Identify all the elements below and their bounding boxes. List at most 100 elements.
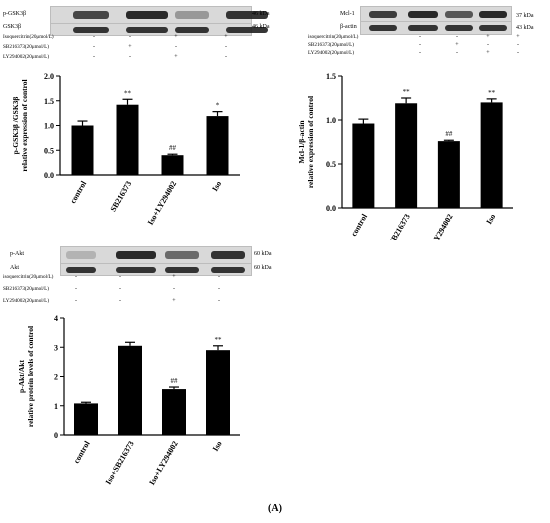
condition-value: - xyxy=(129,34,131,40)
conditions-table: isoquercitrin(20μmol/L) - - + + SB216373(20μm… xyxy=(280,34,550,62)
condition-value: + xyxy=(224,34,228,40)
y-axis-label-line: relative expression of control xyxy=(20,79,29,171)
condition-value: - xyxy=(119,274,121,280)
condition-label: SB216373(20μmol/L) xyxy=(3,44,50,50)
blot-band xyxy=(479,25,507,31)
bar xyxy=(118,345,142,435)
condition-value: - xyxy=(93,34,95,40)
figure-label: (A) xyxy=(268,503,282,514)
panel-mcl1: Mcl-1 β-actin 37 kDa 43 kDa isoquercitri… xyxy=(280,0,550,240)
condition-value: - xyxy=(93,44,95,50)
blot-band xyxy=(226,11,268,19)
x-tick-label: SB216373 xyxy=(387,213,412,241)
molecular-weight-label: 46 kDa xyxy=(252,11,270,17)
molecular-weight-label: 37 kDa xyxy=(516,13,534,19)
y-tick-label: 2.0 xyxy=(44,72,54,81)
condition-value: - xyxy=(75,286,77,292)
condition-label: isoquercitrin(20μmol/L) xyxy=(308,34,359,40)
condition-value: + xyxy=(172,298,176,304)
y-axis-label: p-GSK3β /GSK3βrelative expression of con… xyxy=(11,79,29,171)
bar xyxy=(162,389,186,435)
western-blot-image xyxy=(60,246,252,264)
y-tick-label: 0.5 xyxy=(44,146,54,155)
blot-band xyxy=(408,10,438,18)
y-tick-label: 2 xyxy=(54,373,58,382)
x-tick-label: Iso xyxy=(211,440,224,453)
blot-band xyxy=(408,25,438,31)
panel-akt: p-Akt Akt 60 kDa 60 kDa isoquercitrin(20… xyxy=(0,240,300,500)
bar xyxy=(437,141,460,208)
bar-chart-mcl1: 0.0 0.5 1.0 1.5 Mcl-1/β-actinrelative expres… xyxy=(297,72,513,241)
condition-label: isoquercitrin(20μmol/L) xyxy=(3,274,54,280)
blot-band xyxy=(66,266,96,273)
y-tick-label: 1.0 xyxy=(326,116,336,125)
condition-label: SB216373(20μmol/L) xyxy=(308,42,355,48)
significance-label: ** xyxy=(215,336,223,344)
condition-value: - xyxy=(129,54,131,60)
significance-label: ** xyxy=(124,89,132,97)
condition-value: + xyxy=(128,44,132,50)
condition-value: - xyxy=(119,298,121,304)
condition-value: - xyxy=(218,274,220,280)
condition-value: - xyxy=(225,44,227,50)
condition-value: + xyxy=(516,34,520,40)
bar xyxy=(206,350,230,435)
blot-row-label: β-actin xyxy=(340,24,357,30)
bar-chart-gsk3b: 0.0 0.5 1.0 1.5 2.0 p-GSK3β /GSK3βrelative ex… xyxy=(11,72,240,227)
y-axis-label: Mcl-1/β-actinrelative expression of cont… xyxy=(297,96,315,188)
y-tick-label: 4 xyxy=(54,314,58,323)
blot-band xyxy=(66,251,96,259)
y-tick-label: 0.0 xyxy=(326,204,336,213)
blot-row-label: GSK3β xyxy=(3,24,22,30)
significance-label: ## xyxy=(445,130,453,138)
y-tick-label: 0 xyxy=(54,431,58,440)
y-tick-label: 0.0 xyxy=(44,171,54,180)
y-axis-label: p-Akt/Aktrelative protein levels of cont… xyxy=(17,326,35,427)
bar xyxy=(161,155,184,175)
significance-label: ** xyxy=(488,89,496,97)
condition-value: + xyxy=(174,54,178,60)
condition-value: + xyxy=(455,42,459,48)
blot-band xyxy=(479,10,507,18)
condition-value: - xyxy=(225,54,227,60)
blot-row-label: p-Akt xyxy=(10,251,24,257)
y-tick-label: 1.0 xyxy=(44,122,54,131)
condition-value: - xyxy=(175,44,177,50)
condition-value: - xyxy=(419,42,421,48)
condition-label: LY294002(20μmol/L) xyxy=(308,50,355,56)
x-tick-label: control xyxy=(349,212,369,238)
blot-band xyxy=(126,26,168,33)
y-tick-label: 3 xyxy=(54,343,58,352)
molecular-weight-label: 60 kDa xyxy=(254,265,272,271)
western-blot-image xyxy=(60,263,252,276)
condition-label: LY294002(20μmol/L) xyxy=(3,54,50,60)
blot-band xyxy=(175,11,209,19)
x-tick-label: Iso+SB216373 xyxy=(104,440,136,487)
x-tick-label: Iso xyxy=(484,213,497,226)
significance-label: ## xyxy=(169,144,177,152)
y-axis-label-line: relative expression of control xyxy=(306,96,315,188)
bar xyxy=(480,102,503,208)
y-axis-label-line: relative protein levels of control xyxy=(26,326,35,427)
condition-value: - xyxy=(75,274,77,280)
panel-gsk3b: p-GSK3β GSK3β 46 kDa 46 kDa Isoquercitri… xyxy=(0,0,300,235)
bar xyxy=(395,103,418,208)
bar xyxy=(116,104,139,175)
blot-band xyxy=(73,11,109,19)
western-blot-image xyxy=(50,6,268,24)
conditions-table: isoquercitrin(20μmol/L) - - + - SB216373(20μm… xyxy=(0,274,300,308)
condition-value: - xyxy=(119,286,121,292)
western-blot-image xyxy=(360,21,512,35)
molecular-weight-label: 43 kDa xyxy=(516,25,534,31)
blot-row-label: Mcl-1 xyxy=(340,11,355,17)
blot-band xyxy=(165,251,199,259)
condition-value: + xyxy=(486,50,490,56)
bar xyxy=(74,403,98,435)
condition-value: - xyxy=(218,286,220,292)
x-tick-label: control xyxy=(68,179,88,205)
x-tick-label: control xyxy=(72,439,92,465)
condition-value: + xyxy=(174,34,178,40)
blot-band xyxy=(211,251,245,259)
blot-band xyxy=(445,25,473,31)
blot-band xyxy=(211,266,245,273)
